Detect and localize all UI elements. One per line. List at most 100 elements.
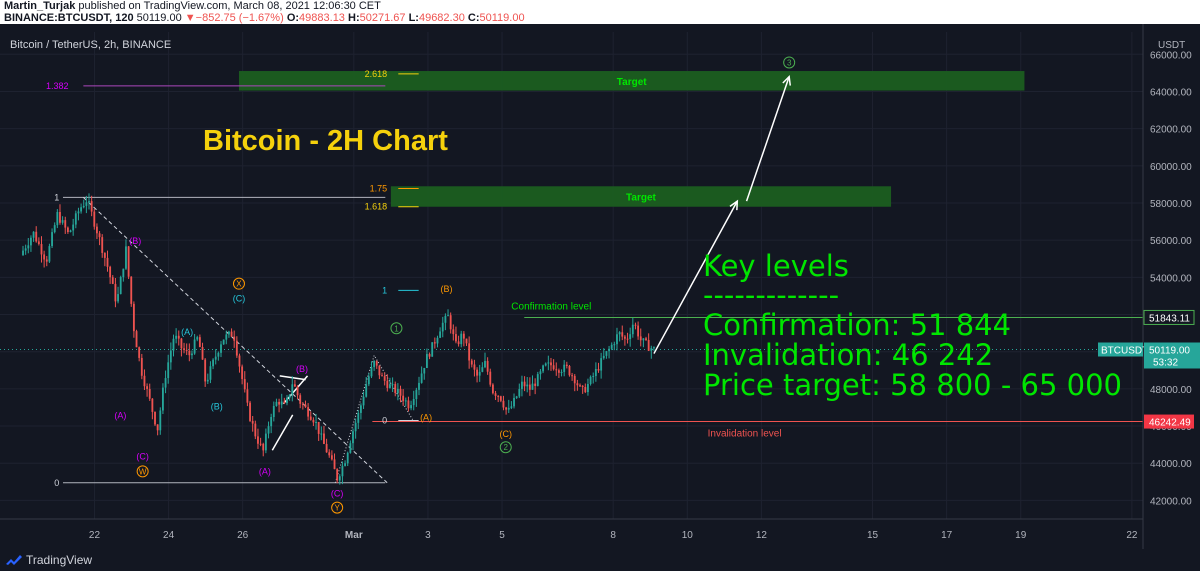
candle-body bbox=[457, 341, 460, 345]
candle-body bbox=[317, 421, 320, 434]
candle-body bbox=[470, 360, 473, 365]
high-value: 50271.67 bbox=[359, 12, 406, 24]
candle-body bbox=[106, 257, 109, 267]
candle-body bbox=[77, 211, 80, 214]
author-name[interactable]: Martin_Turjak bbox=[4, 0, 76, 12]
candle-body bbox=[605, 351, 608, 356]
wave-label: (C) bbox=[136, 452, 149, 462]
candle-body bbox=[275, 401, 278, 406]
candle-body bbox=[381, 375, 383, 377]
candle-body bbox=[531, 383, 534, 390]
candle-body bbox=[59, 212, 61, 223]
candle-body bbox=[138, 347, 141, 358]
candle-body bbox=[309, 416, 312, 420]
candle-body bbox=[288, 394, 291, 398]
candle-body bbox=[32, 231, 35, 238]
candle-body bbox=[53, 225, 56, 233]
fib-label: 0 bbox=[54, 478, 59, 488]
confirmation-price-text: 51843.11 bbox=[1149, 313, 1190, 324]
candle-body bbox=[547, 362, 550, 364]
candle-body bbox=[204, 359, 207, 382]
x-tick-label: Mar bbox=[345, 530, 363, 541]
y-tick-label: 42000.00 bbox=[1150, 496, 1192, 507]
x-tick-label: 12 bbox=[756, 530, 768, 541]
candle-body bbox=[383, 376, 386, 381]
x-tick-label: 15 bbox=[867, 530, 879, 541]
candle-body bbox=[169, 350, 172, 363]
candle-body bbox=[375, 360, 378, 366]
candle-body bbox=[423, 367, 426, 374]
key-levels-box: Key levels ------------- Confirmation: 5… bbox=[703, 249, 1122, 402]
brand-name[interactable]: TradingView bbox=[26, 553, 93, 567]
candle-body bbox=[188, 350, 191, 356]
candle-body bbox=[486, 360, 489, 372]
candle-body bbox=[515, 396, 518, 398]
invalidation-price-text: 46242.49 bbox=[1149, 418, 1191, 429]
candle-body bbox=[117, 294, 119, 302]
candle-body bbox=[172, 338, 175, 351]
candle-body bbox=[439, 331, 442, 338]
candle-body bbox=[267, 426, 270, 434]
candle-body bbox=[637, 325, 640, 337]
candle-body bbox=[505, 407, 508, 410]
publish-line: Martin_Turjak published on TradingView.c… bbox=[4, 0, 381, 12]
candle-body bbox=[312, 419, 315, 423]
target-zone bbox=[238, 71, 1025, 91]
target-zone bbox=[390, 186, 892, 207]
candle-body bbox=[24, 248, 27, 251]
candle-body bbox=[415, 389, 418, 399]
candle-body bbox=[304, 404, 307, 408]
candle-body bbox=[502, 400, 505, 408]
axes: 42000.0044000.0046000.0048000.0050000.00… bbox=[0, 24, 1200, 549]
candle-body bbox=[341, 465, 344, 477]
candle-body bbox=[452, 329, 455, 335]
level-lines: Confirmation level Invalidation level bbox=[0, 73, 1143, 484]
candle-body bbox=[402, 395, 405, 402]
price-chart[interactable]: Target Target Confirmation level Invalidat… bbox=[0, 24, 1200, 549]
candle-body bbox=[156, 424, 159, 431]
x-tick-label: 22 bbox=[1126, 530, 1138, 541]
candle-body bbox=[93, 211, 96, 227]
candle-body bbox=[56, 212, 59, 226]
candle-body bbox=[391, 384, 394, 386]
candle-body bbox=[418, 382, 420, 390]
close-label: C: bbox=[467, 12, 480, 24]
candle-body bbox=[154, 411, 156, 425]
candle-body bbox=[526, 384, 529, 387]
candle-body bbox=[35, 231, 38, 242]
wave-circle bbox=[390, 322, 403, 335]
candle-body bbox=[246, 389, 249, 403]
candle-body bbox=[587, 384, 589, 393]
candle-body bbox=[357, 412, 360, 423]
candle-body bbox=[225, 334, 228, 340]
candle-body bbox=[610, 344, 613, 349]
candle-body bbox=[465, 338, 468, 344]
key-levels-divider: ------------- bbox=[703, 278, 839, 312]
fib-label: 1.75 bbox=[370, 184, 388, 194]
currency-label: USDT bbox=[1158, 40, 1185, 51]
open-label: O: bbox=[286, 12, 300, 24]
candle-body bbox=[30, 237, 32, 246]
candle-body bbox=[235, 340, 238, 356]
candle-body bbox=[98, 233, 101, 238]
candle-body bbox=[354, 422, 357, 432]
chart-title: Bitcoin - 2H Chart bbox=[203, 125, 448, 157]
chart-background bbox=[0, 24, 1200, 549]
candle-body bbox=[523, 381, 526, 387]
candle-body bbox=[589, 376, 592, 385]
candle-body bbox=[373, 360, 376, 368]
candle-body bbox=[96, 226, 98, 234]
candle-body bbox=[346, 452, 349, 464]
candle-body bbox=[613, 344, 616, 346]
candle-body bbox=[307, 407, 310, 417]
candle-body bbox=[43, 254, 46, 260]
candle-body bbox=[539, 371, 542, 375]
candle-body bbox=[378, 365, 381, 376]
fib-label: 0 bbox=[382, 415, 387, 425]
candle-body bbox=[489, 371, 492, 385]
symbol-tag-text: BTCUSDT bbox=[1101, 345, 1148, 356]
x-tick-label: 22 bbox=[89, 530, 101, 541]
candle-body bbox=[64, 220, 67, 228]
candle-body bbox=[241, 366, 244, 380]
candle-body bbox=[103, 252, 106, 258]
